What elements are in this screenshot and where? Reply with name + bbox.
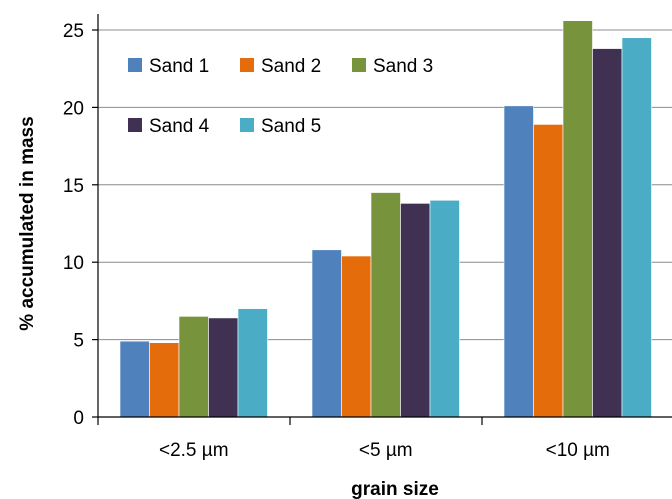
bar-sand-3-1	[370, 192, 401, 418]
x-tick-label: <2.5 µm	[159, 440, 229, 461]
legend-label-sand-1: Sand 1	[149, 56, 209, 77]
legend-swatch-sand-5	[240, 118, 254, 132]
y-tick-label: 5	[73, 331, 84, 352]
bar-sand-4-2	[592, 48, 623, 418]
x-axis-title: grain size	[351, 479, 439, 499]
legend-swatch-sand-3	[352, 58, 366, 72]
y-tick-label: 20	[63, 98, 84, 119]
bar-sand-3-2	[562, 20, 593, 418]
legend-label-sand-2: Sand 2	[261, 56, 321, 77]
legend: Sand 1 Sand 2 Sand 3 Sand 4 Sand 5	[128, 56, 433, 137]
legend-label-sand-3: Sand 3	[373, 56, 433, 77]
legend-swatch-sand-2	[240, 58, 254, 72]
legend-swatch-sand-1	[128, 58, 142, 72]
bar-sand-4-0	[208, 317, 239, 418]
bar-sand-2-0	[149, 342, 180, 418]
bar-sand-5-1	[429, 199, 460, 418]
bar-sand-2-1	[341, 255, 372, 418]
bars	[119, 20, 652, 418]
x-tick-label: <5 µm	[359, 440, 413, 461]
bar-sand-2-2	[533, 124, 564, 418]
y-tick-labels: 0 5 10 15 20 25	[63, 21, 98, 429]
y-tick-label: 25	[63, 21, 84, 42]
legend-label-sand-4: Sand 4	[149, 116, 210, 137]
bar-sand-4-1	[400, 203, 431, 418]
bar-sand-5-2	[621, 37, 652, 418]
y-tick-label: 10	[63, 253, 84, 274]
bar-sand-1-0	[119, 340, 150, 418]
y-tick-label: 0	[73, 408, 84, 429]
x-tick-labels: <2.5 µm <5 µm <10 µm	[97, 417, 610, 461]
bar-sand-5-0	[237, 308, 268, 418]
bar-sand-3-0	[178, 316, 209, 418]
axes	[97, 14, 672, 418]
y-axis-title: % accumulated in mass	[17, 116, 38, 330]
legend-label-sand-5: Sand 5	[261, 116, 321, 137]
y-tick-label: 15	[63, 176, 84, 197]
bar-sand-1-2	[503, 105, 534, 418]
bar-sand-1-1	[311, 249, 342, 418]
legend-swatch-sand-4	[128, 118, 142, 132]
x-tick-label: <10 µm	[546, 440, 610, 461]
